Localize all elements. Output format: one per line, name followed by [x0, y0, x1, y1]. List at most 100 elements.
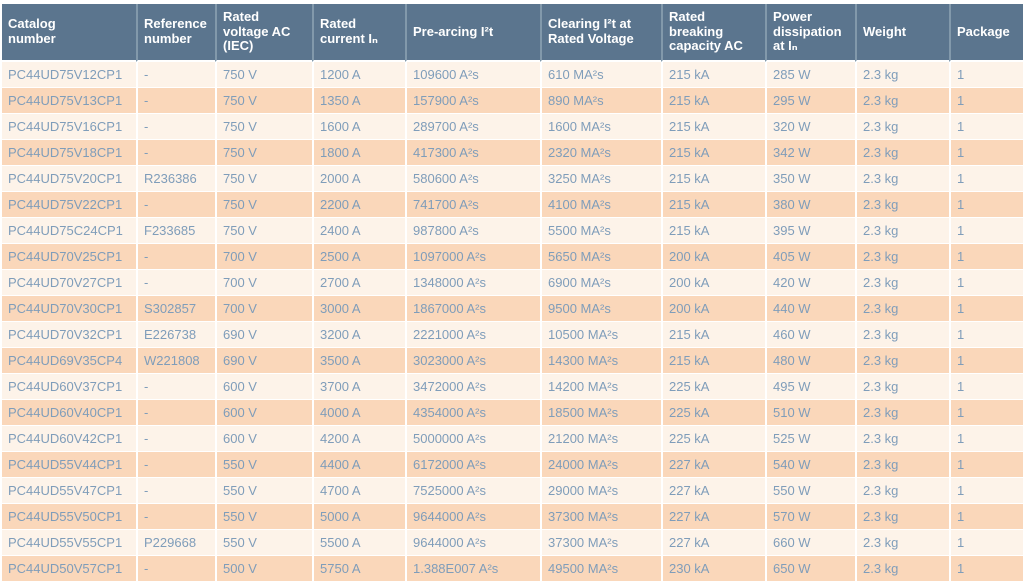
cell-package: 1: [949, 62, 1023, 88]
column-header-breaking-capacity-ac: Rated breaking capacity AC: [661, 4, 765, 62]
cell-reference-number: -: [136, 374, 215, 400]
cell-power-dissipation: 395 W: [765, 218, 855, 244]
cell-clearing-i2t: 3250 MA²s: [540, 166, 661, 192]
cell-package: 1: [949, 504, 1023, 530]
cell-rated-current: 3200 A: [312, 322, 405, 348]
cell-package: 1: [949, 374, 1023, 400]
cell-pre-arcing-i2t: 417300 A²s: [405, 140, 540, 166]
cell-clearing-i2t: 37300 MA²s: [540, 504, 661, 530]
cell-package: 1: [949, 322, 1023, 348]
cell-package: 1: [949, 114, 1023, 140]
cell-rated-voltage-ac: 550 V: [215, 452, 312, 478]
cell-clearing-i2t: 49500 MA²s: [540, 556, 661, 582]
table-row: PC44UD60V40CP1-600 V4000 A4354000 A²s185…: [2, 400, 1023, 426]
column-header-rated-current: Rated current Iₙ: [312, 4, 405, 62]
cell-package: 1: [949, 452, 1023, 478]
table-row: PC44UD60V37CP1-600 V3700 A3472000 A²s142…: [2, 374, 1023, 400]
cell-clearing-i2t: 890 MA²s: [540, 88, 661, 114]
table-row: PC44UD70V30CP1S302857700 V3000 A1867000 …: [2, 296, 1023, 322]
table-row: PC44UD70V32CP1E226738690 V3200 A2221000 …: [2, 322, 1023, 348]
cell-reference-number: -: [136, 62, 215, 88]
cell-breaking-capacity-ac: 225 kA: [661, 426, 765, 452]
table-row: PC44UD55V50CP1-550 V5000 A9644000 A²s373…: [2, 504, 1023, 530]
cell-clearing-i2t: 6900 MA²s: [540, 270, 661, 296]
datasheet-page: Catalog numberReference numberRated volt…: [0, 0, 1023, 582]
cell-package: 1: [949, 270, 1023, 296]
cell-clearing-i2t: 5650 MA²s: [540, 244, 661, 270]
cell-catalog-number: PC44UD69V35CP4: [2, 348, 136, 374]
cell-pre-arcing-i2t: 4354000 A²s: [405, 400, 540, 426]
table-row: PC44UD75C24CP1F233685750 V2400 A987800 A…: [2, 218, 1023, 244]
cell-clearing-i2t: 24000 MA²s: [540, 452, 661, 478]
cell-rated-current: 4700 A: [312, 478, 405, 504]
cell-power-dissipation: 285 W: [765, 62, 855, 88]
cell-pre-arcing-i2t: 987800 A²s: [405, 218, 540, 244]
cell-catalog-number: PC44UD60V42CP1: [2, 426, 136, 452]
cell-pre-arcing-i2t: 109600 A²s: [405, 62, 540, 88]
table-row: PC44UD75V18CP1-750 V1800 A417300 A²s2320…: [2, 140, 1023, 166]
cell-power-dissipation: 660 W: [765, 530, 855, 556]
column-header-package: Package: [949, 4, 1023, 62]
cell-clearing-i2t: 10500 MA²s: [540, 322, 661, 348]
cell-pre-arcing-i2t: 7525000 A²s: [405, 478, 540, 504]
cell-rated-current: 2400 A: [312, 218, 405, 244]
cell-rated-voltage-ac: 690 V: [215, 322, 312, 348]
cell-catalog-number: PC44UD70V27CP1: [2, 270, 136, 296]
cell-catalog-number: PC44UD70V30CP1: [2, 296, 136, 322]
cell-weight: 2.3 kg: [855, 322, 949, 348]
product-table: Catalog numberReference numberRated volt…: [2, 4, 1023, 582]
cell-pre-arcing-i2t: 289700 A²s: [405, 114, 540, 140]
cell-rated-current: 2000 A: [312, 166, 405, 192]
cell-rated-voltage-ac: 500 V: [215, 556, 312, 582]
cell-clearing-i2t: 21200 MA²s: [540, 426, 661, 452]
table-row: PC44UD55V44CP1-550 V4400 A6172000 A²s240…: [2, 452, 1023, 478]
cell-power-dissipation: 570 W: [765, 504, 855, 530]
cell-rated-voltage-ac: 600 V: [215, 374, 312, 400]
cell-weight: 2.3 kg: [855, 374, 949, 400]
table-header: Catalog numberReference numberRated volt…: [2, 4, 1023, 62]
cell-pre-arcing-i2t: 1.388E007 A²s: [405, 556, 540, 582]
cell-weight: 2.3 kg: [855, 88, 949, 114]
cell-breaking-capacity-ac: 215 kA: [661, 140, 765, 166]
table-body: PC44UD75V12CP1-750 V1200 A109600 A²s610 …: [2, 62, 1023, 582]
cell-weight: 2.3 kg: [855, 296, 949, 322]
cell-rated-current: 3500 A: [312, 348, 405, 374]
cell-breaking-capacity-ac: 215 kA: [661, 348, 765, 374]
cell-rated-current: 5750 A: [312, 556, 405, 582]
cell-breaking-capacity-ac: 215 kA: [661, 88, 765, 114]
cell-rated-voltage-ac: 750 V: [215, 140, 312, 166]
cell-weight: 2.3 kg: [855, 504, 949, 530]
table-row: PC44UD55V47CP1-550 V4700 A7525000 A²s290…: [2, 478, 1023, 504]
cell-rated-voltage-ac: 550 V: [215, 478, 312, 504]
cell-pre-arcing-i2t: 2221000 A²s: [405, 322, 540, 348]
cell-power-dissipation: 420 W: [765, 270, 855, 296]
cell-rated-current: 4000 A: [312, 400, 405, 426]
cell-catalog-number: PC44UD55V44CP1: [2, 452, 136, 478]
cell-power-dissipation: 342 W: [765, 140, 855, 166]
cell-weight: 2.3 kg: [855, 244, 949, 270]
cell-catalog-number: PC44UD50V57CP1: [2, 556, 136, 582]
cell-pre-arcing-i2t: 3472000 A²s: [405, 374, 540, 400]
cell-catalog-number: PC44UD75V20CP1: [2, 166, 136, 192]
cell-catalog-number: PC44UD75V13CP1: [2, 88, 136, 114]
cell-weight: 2.3 kg: [855, 192, 949, 218]
column-header-catalog-number: Catalog number: [2, 4, 136, 62]
cell-rated-current: 1600 A: [312, 114, 405, 140]
cell-rated-voltage-ac: 750 V: [215, 166, 312, 192]
column-header-label: Power dissipation at Iₙ: [773, 9, 842, 54]
cell-catalog-number: PC44UD55V55CP1: [2, 530, 136, 556]
cell-pre-arcing-i2t: 1867000 A²s: [405, 296, 540, 322]
cell-breaking-capacity-ac: 215 kA: [661, 62, 765, 88]
column-header-label: Package: [957, 24, 1010, 39]
cell-pre-arcing-i2t: 1097000 A²s: [405, 244, 540, 270]
cell-breaking-capacity-ac: 215 kA: [661, 322, 765, 348]
column-header-label: Rated voltage AC (IEC): [223, 9, 290, 54]
cell-breaking-capacity-ac: 225 kA: [661, 400, 765, 426]
cell-rated-voltage-ac: 750 V: [215, 114, 312, 140]
cell-pre-arcing-i2t: 3023000 A²s: [405, 348, 540, 374]
cell-power-dissipation: 380 W: [765, 192, 855, 218]
cell-clearing-i2t: 2320 MA²s: [540, 140, 661, 166]
table-row: PC44UD70V27CP1-700 V2700 A1348000 A²s690…: [2, 270, 1023, 296]
column-header-label: Rated breaking capacity AC: [669, 9, 743, 54]
cell-reference-number: W221808: [136, 348, 215, 374]
